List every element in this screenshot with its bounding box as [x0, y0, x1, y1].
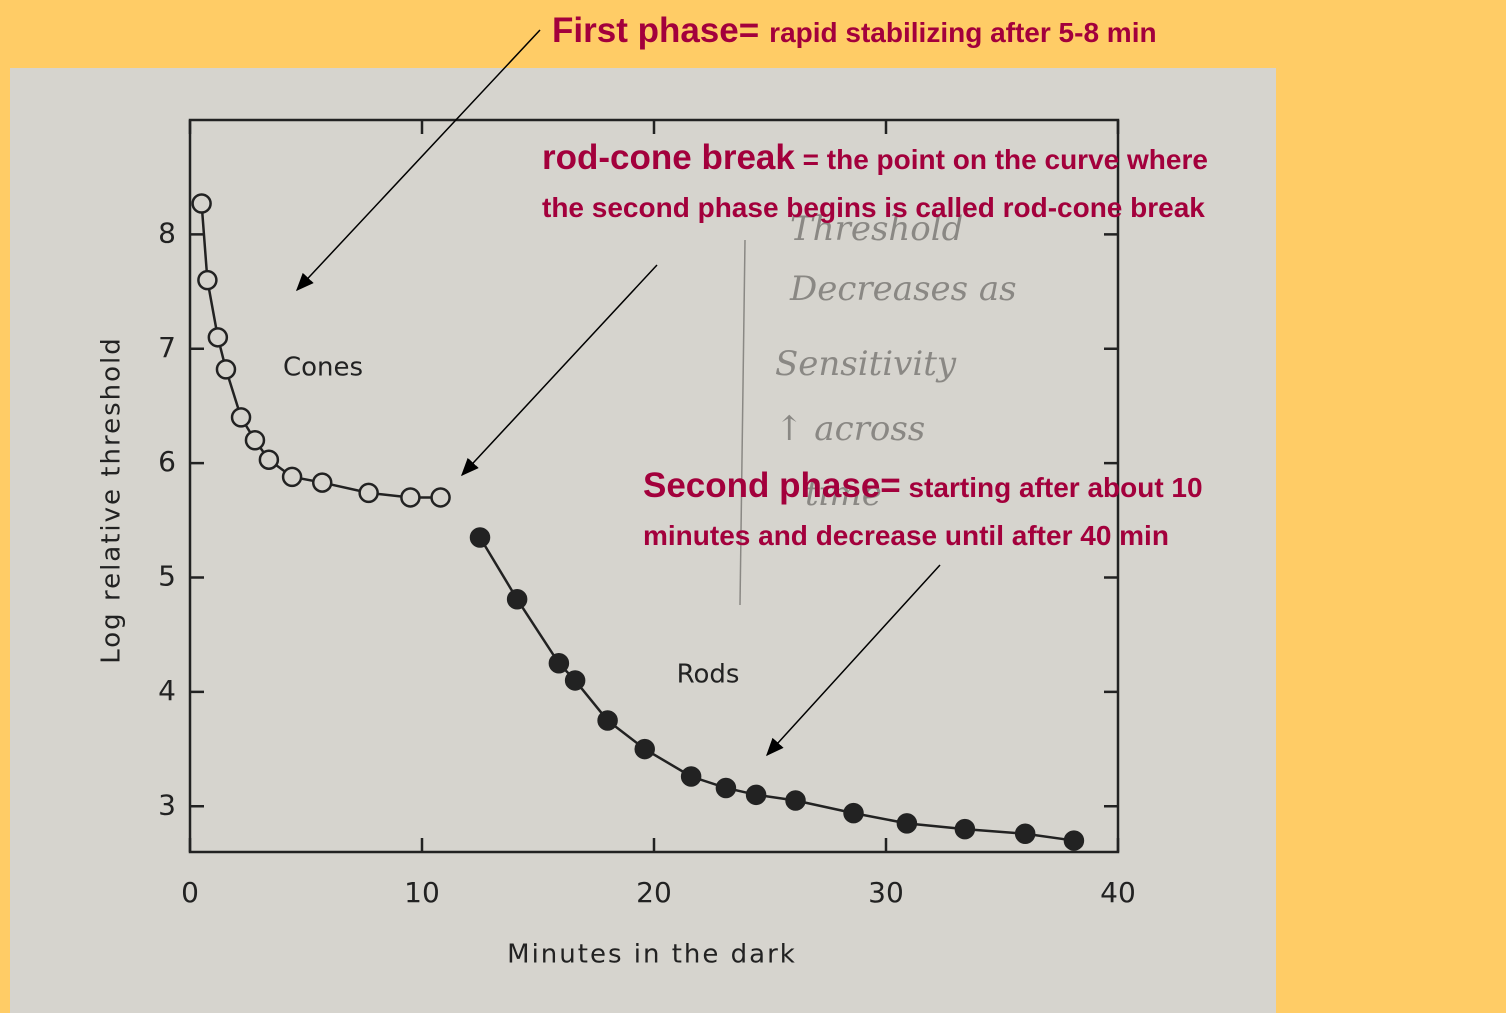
- handwritten-note: Decreases as: [789, 269, 1017, 309]
- data-point: [956, 820, 974, 838]
- data-point: [209, 328, 227, 346]
- data-point: [747, 786, 765, 804]
- data-point: [599, 711, 617, 729]
- annotation-text: rapid stabilizing after 5-8 min: [769, 17, 1156, 48]
- annotation-head: Second phase=: [643, 466, 901, 505]
- handwritten-note: ↑ across: [775, 409, 925, 449]
- data-point: [313, 474, 331, 492]
- data-point: [198, 271, 216, 289]
- annotation: rod-cone break = the point on the curve …: [542, 138, 1208, 177]
- annotation: First phase= rapid stabilizing after 5-8 …: [552, 11, 1157, 50]
- annotation-text: the second phase begins is called rod-co…: [542, 192, 1205, 223]
- data-point: [636, 740, 654, 758]
- series-label: Cones: [283, 353, 363, 383]
- data-point: [508, 590, 526, 608]
- data-point: [845, 804, 863, 822]
- x-tick-label: 30: [868, 876, 904, 909]
- y-tick-label: 5: [158, 560, 176, 593]
- data-point: [471, 528, 489, 546]
- y-tick-label: 8: [158, 216, 176, 249]
- x-axis-label: Minutes in the dark: [507, 940, 797, 970]
- y-tick-label: 4: [158, 674, 176, 707]
- annotation-head: rod-cone break: [542, 138, 795, 177]
- series-label: Rods: [677, 660, 740, 690]
- data-point: [260, 451, 278, 469]
- annotation-text: starting after about 10: [901, 472, 1203, 503]
- annotation-text: minutes and decrease until after 40 min: [643, 520, 1169, 551]
- x-tick-label: 10: [404, 876, 440, 909]
- handwritten-note: Sensitivity: [775, 344, 957, 384]
- data-point: [1016, 825, 1034, 843]
- data-point: [283, 468, 301, 486]
- data-point: [550, 654, 568, 672]
- y-tick-label: 7: [158, 331, 176, 364]
- data-point: [193, 194, 211, 212]
- data-point: [401, 488, 419, 506]
- data-point: [1065, 832, 1083, 850]
- data-point: [360, 484, 378, 502]
- annotation: Second phase= starting after about 10: [643, 466, 1203, 505]
- x-tick-label: 20: [636, 876, 672, 909]
- y-axis-label: Log relative threshold: [97, 336, 127, 664]
- data-point: [232, 408, 250, 426]
- x-tick-label: 40: [1100, 876, 1136, 909]
- y-tick-label: 3: [158, 788, 176, 821]
- data-point: [682, 768, 700, 786]
- data-point: [898, 814, 916, 832]
- annotation-text: = the point on the curve where: [795, 144, 1208, 175]
- annotation-head: First phase=: [552, 11, 759, 50]
- data-point: [717, 779, 735, 797]
- x-tick-label: 0: [181, 876, 199, 909]
- data-point: [787, 792, 805, 810]
- slide: 0 10 20 30 40 3 4 5 6 7 8 Cones Rods Minutes in th…: [0, 0, 1506, 1013]
- data-point: [432, 488, 450, 506]
- y-tick-label: 6: [158, 445, 176, 478]
- data-point: [246, 431, 264, 449]
- data-point: [217, 360, 235, 378]
- data-point: [566, 671, 584, 689]
